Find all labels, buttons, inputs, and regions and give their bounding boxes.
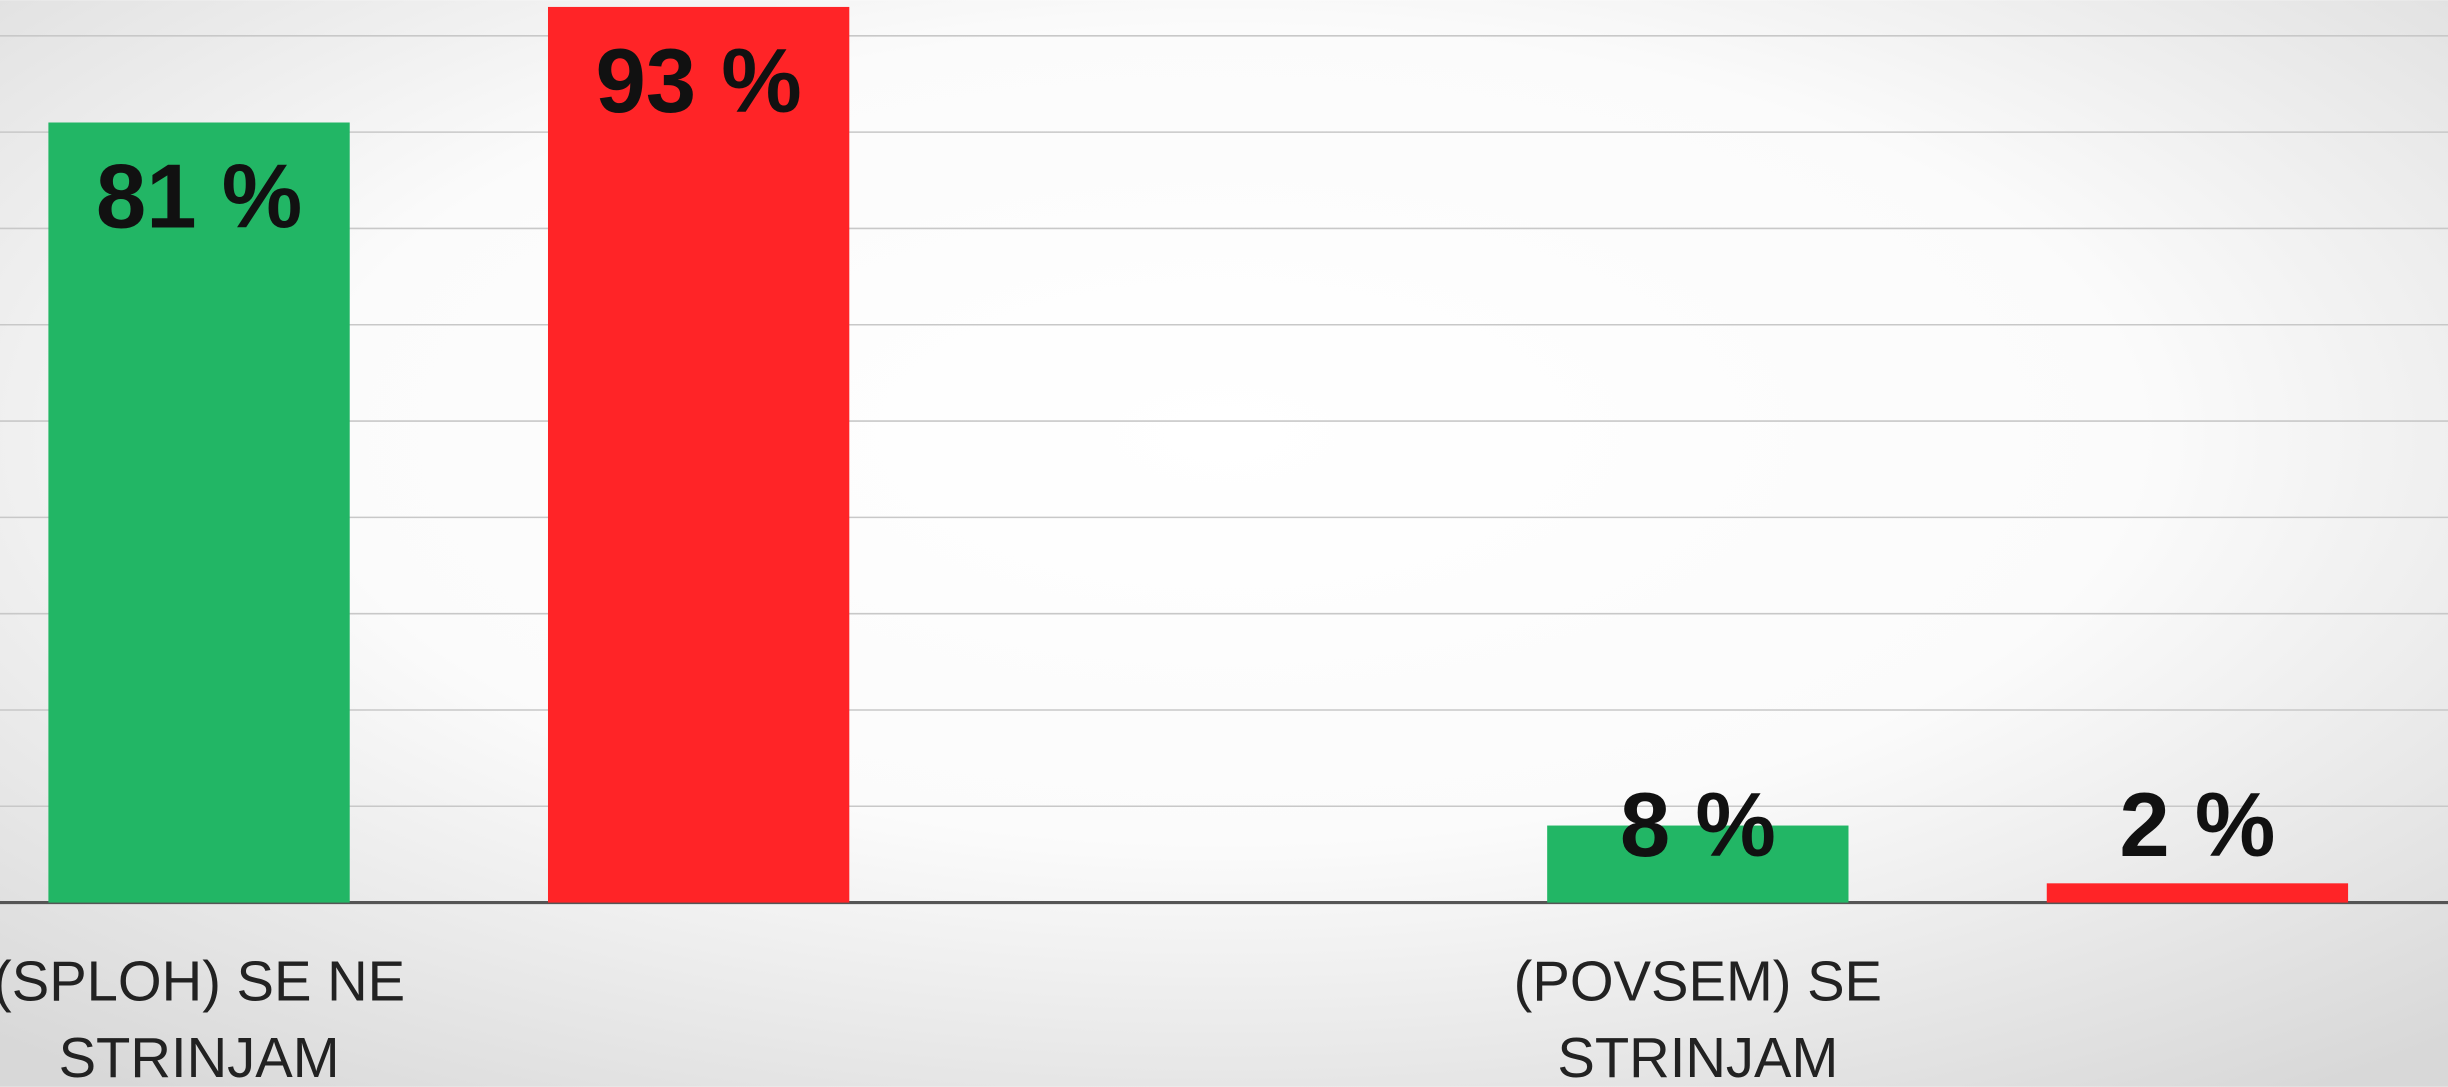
bar: [2046, 883, 2349, 903]
data-label: 8 %: [1620, 775, 1776, 876]
bar: [48, 122, 350, 903]
data-label: 93 %: [595, 31, 801, 132]
data-label: 81 %: [96, 147, 302, 248]
x-tick-label: (SPLOH) SE NE STRINJAM: [0, 949, 405, 1087]
bar: [547, 6, 850, 903]
x-tick-label: (POVSEM) SE STRINJAM: [1514, 949, 1882, 1087]
data-label: 2 %: [2119, 775, 2275, 876]
bar: [1547, 825, 1849, 903]
